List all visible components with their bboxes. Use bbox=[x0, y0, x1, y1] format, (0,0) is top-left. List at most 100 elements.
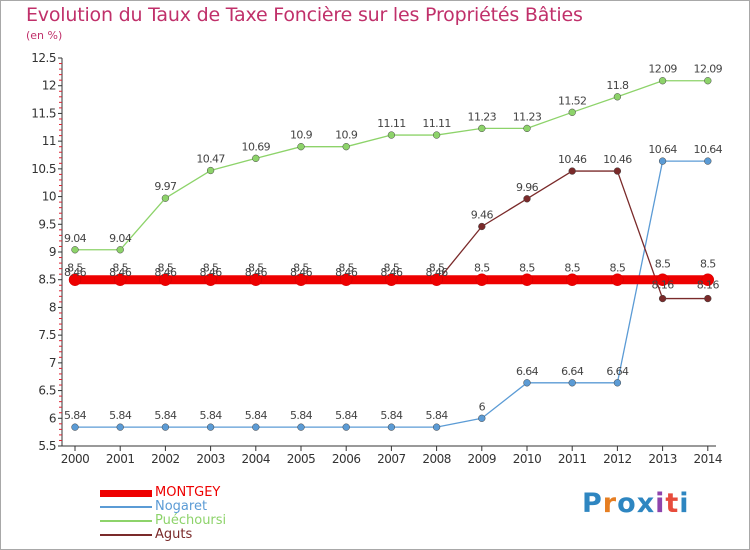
chart-data-labels: 8.5 8.5 8.5 8.5 8.5 8.5 8.5 8.5 8.5 8.5 8.5 8.5 8.5 8… bbox=[64, 63, 723, 422]
data-point-nogaret bbox=[658, 157, 667, 165]
data-label-aguts: 8.46 bbox=[64, 266, 87, 279]
data-label-puchoursi: 12.09 bbox=[694, 63, 723, 76]
data-label-puchoursi: 10.9 bbox=[335, 129, 358, 142]
y-tick-label: 10 bbox=[42, 190, 56, 204]
data-point-montgey bbox=[701, 273, 715, 286]
data-label-aguts: 8.46 bbox=[245, 266, 268, 279]
data-point-aguts bbox=[658, 294, 667, 303]
data-point-montgey bbox=[339, 273, 353, 286]
data-label-aguts: 9.96 bbox=[516, 181, 539, 194]
data-point-puchoursi bbox=[252, 154, 260, 162]
data-label-nogaret: 6 bbox=[479, 400, 486, 413]
y-tick-label: 6 bbox=[49, 411, 56, 425]
data-point-montgey bbox=[294, 273, 308, 286]
data-label-nogaret: 10.64 bbox=[694, 143, 723, 156]
legend-label-nogaret: Nogaret bbox=[155, 499, 208, 514]
x-tick-label: 2004 bbox=[242, 452, 271, 466]
x-tick-label: 2012 bbox=[603, 452, 632, 466]
x-tick-label: 2007 bbox=[377, 452, 406, 466]
data-label-puchoursi: 10.47 bbox=[196, 153, 225, 166]
legend-swatch-nogaret bbox=[100, 506, 152, 508]
data-point-montgey bbox=[204, 273, 217, 286]
data-label-nogaret: 10.64 bbox=[648, 143, 677, 156]
data-label-aguts: 8.46 bbox=[200, 266, 223, 279]
y-tick-label: 8.5 bbox=[38, 273, 56, 287]
data-point-aguts bbox=[568, 167, 576, 175]
data-point-puchoursi bbox=[161, 194, 170, 202]
data-label-puchoursi: 10.69 bbox=[242, 140, 271, 153]
data-point-montgey bbox=[249, 273, 263, 286]
legend-swatch-montgey bbox=[100, 489, 152, 497]
legend-label-aguts: Aguts bbox=[155, 527, 193, 542]
x-tick-label: 2013 bbox=[648, 452, 677, 466]
data-label-montgey: 8.5 bbox=[610, 262, 626, 275]
chart-unit-label: (en %) bbox=[26, 29, 63, 42]
data-label-montgey: 8.5 bbox=[655, 258, 671, 271]
data-point-puchoursi bbox=[658, 77, 667, 85]
y-tick-label: 7 bbox=[49, 356, 56, 370]
data-point-puchoursi bbox=[206, 166, 215, 175]
data-point-aguts bbox=[704, 294, 712, 303]
data-point-nogaret bbox=[297, 423, 305, 431]
chart-axes: 5.5 6 6.5 7 7.5 8 8.5 9 9.5 10 10.5 11 11.5 12 12.5 200… bbox=[31, 51, 722, 466]
data-point-puchoursi bbox=[71, 246, 79, 254]
y-tick-label: 11 bbox=[42, 134, 56, 148]
legend-label-montgey: MONTGEY bbox=[155, 485, 221, 500]
data-point-aguts bbox=[613, 167, 622, 175]
y-tick-label: 9 bbox=[49, 245, 56, 259]
data-point-nogaret bbox=[342, 423, 350, 431]
data-label-puchoursi: 11.23 bbox=[468, 110, 497, 123]
y-tick-label: 6.5 bbox=[38, 384, 56, 398]
data-label-montgey: 8.5 bbox=[429, 262, 445, 275]
data-point-aguts bbox=[523, 195, 531, 203]
data-label-montgey: 8.5 bbox=[474, 262, 490, 275]
data-label-nogaret: 5.84 bbox=[290, 409, 313, 422]
data-label-puchoursi: 11.52 bbox=[558, 94, 587, 107]
data-label-nogaret: 5.84 bbox=[245, 409, 268, 422]
x-tick-label: 2011 bbox=[558, 452, 587, 466]
x-tick-label: 2002 bbox=[151, 452, 180, 466]
data-label-montgey: 8.5 bbox=[700, 258, 716, 271]
data-label-montgey: 8.5 bbox=[293, 262, 309, 275]
data-label-nogaret: 5.84 bbox=[200, 409, 223, 422]
data-point-nogaret bbox=[704, 157, 712, 165]
logo-letter: i bbox=[679, 488, 690, 519]
data-point-puchoursi bbox=[568, 108, 576, 116]
data-point-puchoursi bbox=[432, 131, 441, 139]
x-tick-label: 2005 bbox=[287, 452, 316, 466]
data-point-nogaret bbox=[478, 414, 486, 422]
data-point-nogaret bbox=[206, 423, 215, 431]
data-label-puchoursi: 11.11 bbox=[377, 117, 406, 130]
x-tick-label: 2010 bbox=[513, 452, 542, 466]
data-label-nogaret: 5.84 bbox=[426, 409, 449, 422]
data-label-nogaret: 5.84 bbox=[335, 409, 358, 422]
data-label-nogaret: 5.84 bbox=[154, 409, 177, 422]
data-label-puchoursi: 9.04 bbox=[64, 232, 87, 245]
data-label-puchoursi: 11.8 bbox=[606, 79, 629, 92]
data-point-nogaret bbox=[523, 379, 531, 387]
data-label-aguts: 8.46 bbox=[426, 266, 449, 279]
data-label-puchoursi: 11.23 bbox=[513, 110, 542, 123]
data-point-puchoursi bbox=[478, 124, 486, 133]
data-point-puchoursi bbox=[342, 143, 350, 151]
data-label-montgey: 8.5 bbox=[158, 262, 174, 275]
data-label-aguts: 10.46 bbox=[603, 153, 632, 166]
data-point-puchoursi bbox=[116, 246, 124, 254]
logo-letter: o bbox=[617, 488, 637, 519]
logo-letter: x bbox=[636, 488, 656, 519]
data-point-nogaret bbox=[71, 423, 79, 431]
data-point-puchoursi bbox=[387, 131, 396, 139]
x-tick-label: 2003 bbox=[196, 452, 225, 466]
data-point-montgey bbox=[68, 273, 82, 286]
y-tick-label: 12 bbox=[42, 79, 56, 93]
y-tick-label: 7.5 bbox=[38, 328, 56, 342]
logo-letter: r bbox=[602, 488, 618, 519]
data-label-aguts: 8.46 bbox=[109, 266, 132, 279]
data-point-puchoursi bbox=[297, 143, 305, 151]
logo-letter: i bbox=[655, 488, 666, 519]
data-label-montgey: 8.5 bbox=[384, 262, 400, 275]
data-point-montgey bbox=[565, 273, 579, 286]
data-point-nogaret bbox=[432, 423, 441, 431]
